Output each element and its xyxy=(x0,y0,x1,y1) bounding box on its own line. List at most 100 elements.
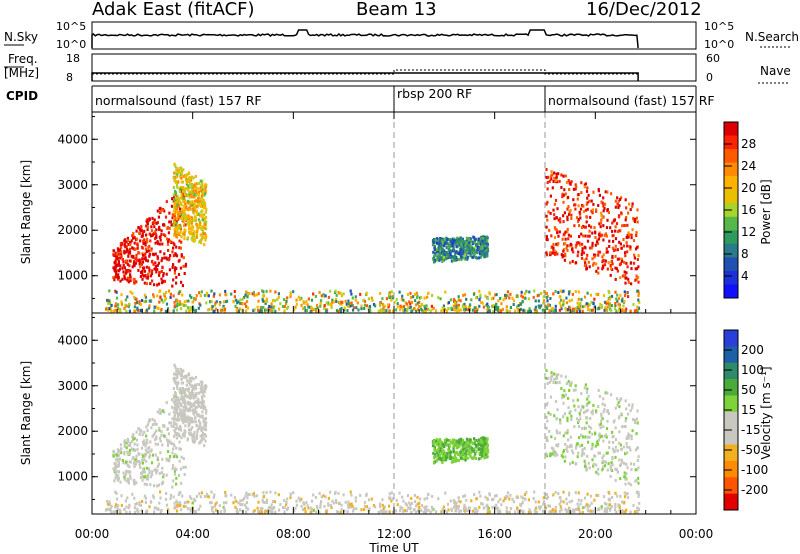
velocity-pixel xyxy=(608,503,612,507)
velocity-pixel xyxy=(365,492,368,496)
velocity-pixel xyxy=(187,421,190,425)
velocity-pixel xyxy=(172,447,175,451)
power-pixel xyxy=(568,188,571,191)
velocity-pixel xyxy=(600,434,603,438)
power-pixel xyxy=(608,307,612,311)
velocity-pixel xyxy=(158,501,161,505)
velocity-pixel xyxy=(474,457,477,460)
power-pixel xyxy=(188,195,192,199)
power-pixel xyxy=(374,304,377,308)
power-pixel xyxy=(572,198,575,202)
power-pixel xyxy=(528,290,531,294)
power-pixel xyxy=(178,216,181,220)
power-pixel xyxy=(126,276,130,280)
power-pixel xyxy=(402,305,406,308)
velocity-pixel xyxy=(335,501,338,504)
power-pixel xyxy=(162,223,165,227)
velocity-pixel xyxy=(470,499,473,503)
velocity-pixel xyxy=(158,428,161,432)
power-pixel xyxy=(462,250,465,254)
power-pixel xyxy=(139,309,142,312)
power-pixel xyxy=(556,230,559,234)
power-pixel xyxy=(477,256,480,260)
velocity-pixel xyxy=(132,433,135,436)
velocity-pixel xyxy=(113,462,116,466)
power-pixel xyxy=(387,305,390,309)
velocity-pixel xyxy=(614,455,617,459)
velocity-pixel xyxy=(578,444,582,448)
velocity-pixel xyxy=(577,505,580,509)
velocity-pixel xyxy=(292,491,295,495)
velocity-pixel xyxy=(335,510,339,514)
power-pixel xyxy=(213,292,216,296)
velocity-pixel xyxy=(407,506,410,510)
velocity-pixel xyxy=(105,508,108,512)
velocity-pixel xyxy=(550,446,553,450)
power-pixel xyxy=(169,254,172,257)
power-pixel xyxy=(633,253,636,257)
power-pixel xyxy=(292,290,295,294)
power-pixel xyxy=(593,297,596,301)
velocity-pixel xyxy=(614,449,617,453)
velocity-pixel xyxy=(402,499,405,503)
power-pixel xyxy=(243,296,246,299)
power-pixel xyxy=(144,247,147,251)
power-pixel xyxy=(133,262,136,266)
power-pixel xyxy=(175,254,179,258)
velocity-pixel xyxy=(253,509,256,513)
velocity-pixel xyxy=(189,495,192,499)
velocity-pixel xyxy=(635,509,638,513)
power-pixel xyxy=(562,299,565,303)
power-pixel xyxy=(614,205,617,209)
power-pixel xyxy=(523,309,527,313)
freq-tick-bottom: 8 xyxy=(66,71,73,84)
power-pixel xyxy=(581,250,584,253)
power-pixel xyxy=(410,300,414,304)
velocity-pixel xyxy=(593,498,596,502)
power-pixel xyxy=(125,240,128,244)
range-tick-label: 2000 xyxy=(57,223,88,237)
velocity-pixel xyxy=(165,492,168,495)
power-pixel xyxy=(431,307,434,311)
power-pixel xyxy=(586,302,589,306)
power-pixel xyxy=(436,255,439,259)
velocity-pixel xyxy=(559,421,562,425)
power-pixel xyxy=(145,224,148,228)
velocity-pixel xyxy=(606,410,609,413)
power-pixel xyxy=(176,185,179,189)
velocity-pixel xyxy=(495,494,498,498)
velocity-pixel xyxy=(614,445,617,449)
power-pixel xyxy=(339,291,342,295)
velocity-pixel xyxy=(190,379,193,383)
velocity-pixel xyxy=(595,441,599,445)
velocity-pixel xyxy=(388,510,391,514)
power-pixel xyxy=(567,205,570,209)
velocity-pixel xyxy=(465,440,468,444)
power-pixel xyxy=(520,294,523,298)
velocity-pixel xyxy=(435,459,438,463)
velocity-pixel xyxy=(598,508,601,512)
power-pixel xyxy=(123,275,126,278)
velocity-pixel xyxy=(283,510,286,514)
velocity-pixel xyxy=(573,425,576,429)
power-pixel xyxy=(610,260,613,264)
power-pixel xyxy=(591,208,594,212)
power-pixel xyxy=(549,251,552,255)
velocity-pixel xyxy=(618,458,621,462)
velocity-pixel xyxy=(432,442,435,445)
power-pixel xyxy=(173,179,176,183)
power-pixel xyxy=(149,239,152,243)
velocity-pixel xyxy=(267,507,270,511)
power-pixel xyxy=(401,294,404,298)
power-pixel xyxy=(620,246,623,250)
velocity-pixel xyxy=(544,506,547,510)
power-pixel xyxy=(464,257,467,261)
power-pixel xyxy=(331,298,334,302)
power-pixel xyxy=(475,237,478,241)
velocity-pixel xyxy=(180,404,183,408)
power-pixel xyxy=(175,200,178,204)
velocity-pixel xyxy=(169,455,172,458)
velocity-pixel xyxy=(285,500,288,504)
velocity-pixel xyxy=(606,451,609,455)
power-pixel xyxy=(459,249,462,253)
